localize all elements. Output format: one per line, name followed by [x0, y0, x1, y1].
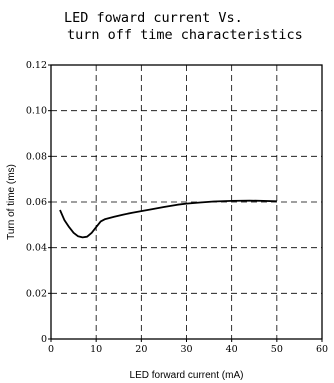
x-axis-ticks: 0 10 20 30 40 50 60: [48, 339, 328, 355]
x-tick-label: 10: [90, 344, 102, 355]
x-tick-label: 30: [180, 344, 192, 355]
series-line: [59, 199, 277, 239]
y-tick-label: 0.12: [26, 60, 47, 71]
y-tick-label: 0.04: [26, 243, 47, 254]
y-axis-label: Turn of time (ms): [6, 164, 17, 240]
chart-title-line-1: LED foward current Vs.: [64, 10, 243, 26]
x-tick-label: 50: [271, 344, 283, 355]
x-axis-label: LED forward current (mA): [130, 370, 244, 381]
x-tick-label: 0: [48, 344, 54, 355]
chart-title-line-2: turn off time characteristics: [67, 27, 303, 43]
y-tick-label: 0.08: [26, 151, 47, 162]
y-tick-label: 0: [41, 334, 47, 345]
y-tick-label: 0.10: [26, 106, 47, 117]
y-tick-label: 0.06: [26, 197, 47, 208]
x-tick-label: 20: [135, 344, 147, 355]
chart-title: LED foward current Vs. turn off time cha…: [0, 10, 334, 58]
grid-lines: [51, 65, 322, 339]
x-tick-label: 60: [316, 344, 328, 355]
y-axis-ticks: 0 0.02 0.04 0.06 0.08 0.10 0.12: [26, 60, 51, 345]
x-tick-label: 40: [226, 344, 238, 355]
series-layer: [59, 199, 277, 239]
y-tick-label: 0.02: [26, 288, 47, 299]
